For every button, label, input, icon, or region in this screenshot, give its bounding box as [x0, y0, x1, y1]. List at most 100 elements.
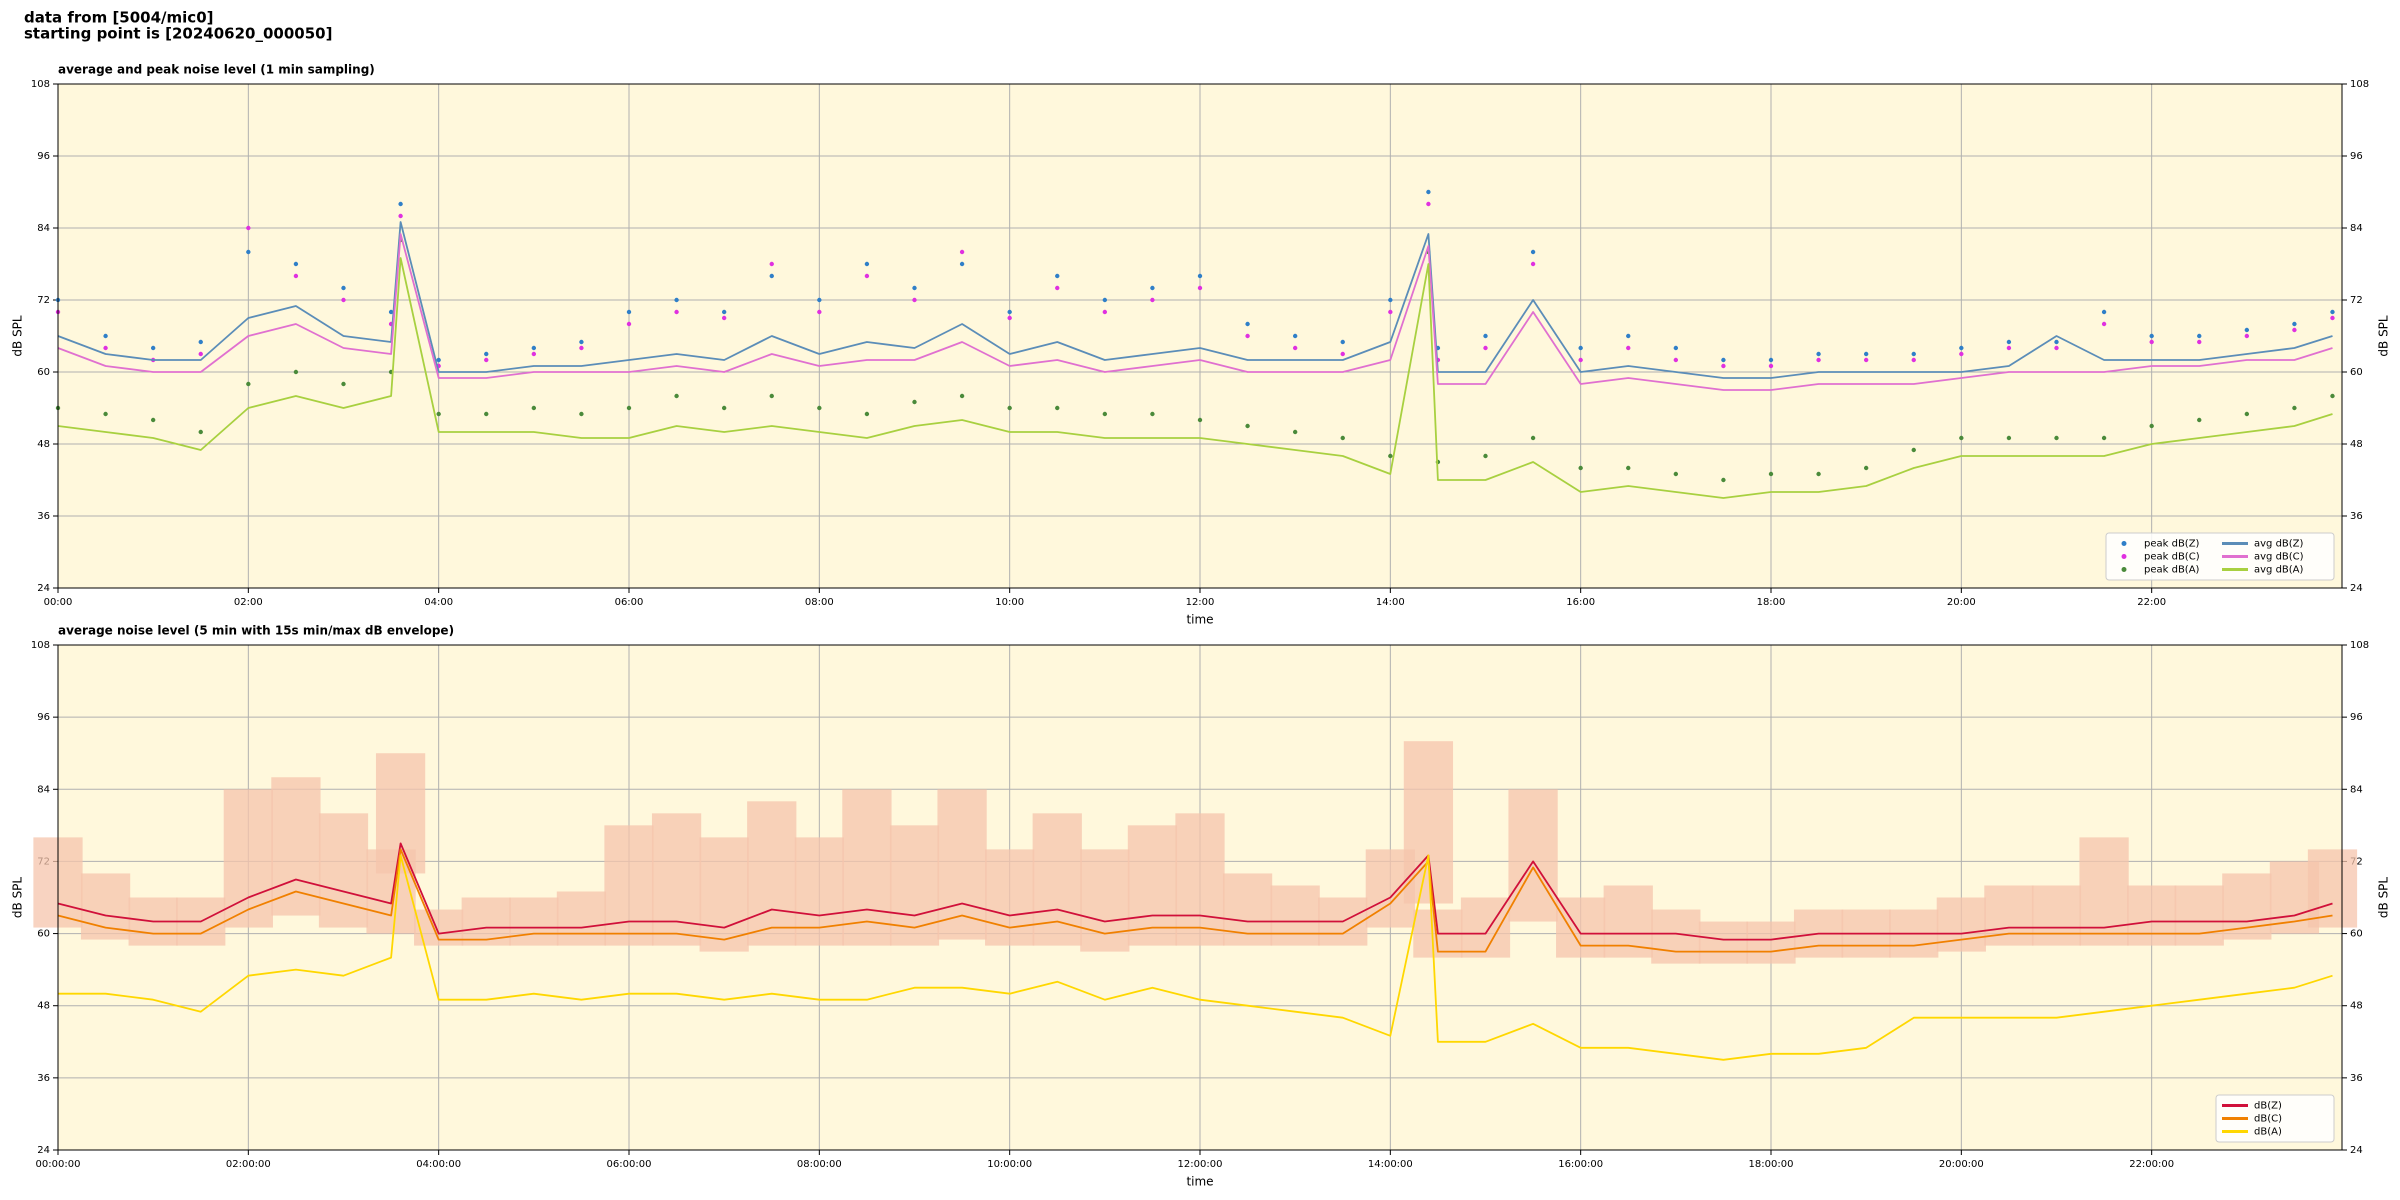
header-start: starting point is [20240620_000050]	[24, 25, 332, 43]
peak-point	[2244, 333, 2250, 339]
peak-point	[2101, 435, 2107, 441]
peak-point	[1530, 249, 1536, 255]
plot-frame	[57, 644, 2343, 1151]
peak-point	[1197, 273, 1203, 279]
envelope-band	[1175, 813, 1225, 946]
subplot-title: average and peak noise level (1 min samp…	[58, 63, 375, 77]
peak-point	[1816, 351, 1821, 357]
peak-point	[1626, 333, 1631, 339]
peak-point	[1816, 471, 1821, 477]
legend-label: peak dB(A)	[2144, 565, 2200, 576]
peak-point	[103, 345, 108, 351]
header-source: data from [5004/mic0]	[24, 9, 214, 27]
peak-point	[1426, 201, 1431, 207]
peak-point	[1102, 411, 1108, 417]
peak-point	[2006, 435, 2012, 441]
peak-point	[1530, 261, 1536, 267]
x-tick-label: 12:00:00	[1178, 1159, 1223, 1170]
peak-point	[817, 297, 822, 303]
x-tick-label: 14:00	[1376, 597, 1405, 608]
peak-point	[150, 417, 156, 423]
peak-point	[1055, 405, 1060, 411]
peak-point	[1197, 417, 1203, 423]
envelope-band	[1222, 873, 1273, 946]
legend-label: peak dB(Z)	[2144, 539, 2200, 550]
y-tick-label: 72	[37, 295, 50, 306]
peak-point	[531, 345, 537, 351]
peak-point	[1483, 453, 1488, 459]
x-tick-label: 12:00	[1186, 597, 1215, 608]
legend-marker	[2121, 554, 2127, 559]
envelope-band	[1403, 741, 1454, 904]
peak-point	[1055, 273, 1060, 279]
y-axis-label-right: dB SPL	[2377, 877, 2391, 919]
envelope-band	[271, 777, 321, 916]
peak-point	[674, 309, 679, 315]
peak-point	[436, 357, 441, 363]
legend-label: avg dB(C)	[2254, 552, 2304, 563]
peak-point	[398, 213, 403, 219]
peak-point	[1911, 447, 1916, 453]
y-tick-label: 36	[37, 511, 50, 522]
envelope-band	[1270, 885, 1320, 946]
peak-point	[1007, 309, 1012, 315]
peak-point	[1007, 405, 1012, 411]
y-tick-label: 108	[31, 79, 50, 90]
x-tick-label: 10:00	[995, 597, 1024, 608]
peak-point	[1007, 315, 1012, 321]
y-tick-label-right: 84	[2350, 784, 2363, 795]
y-tick-label-right: 36	[2350, 511, 2363, 522]
peak-point	[1626, 345, 1631, 351]
peak-point	[531, 351, 537, 357]
peak-point	[1340, 351, 1345, 357]
x-tick-label: 04:00:00	[416, 1159, 461, 1170]
peak-point	[864, 273, 870, 279]
peak-point	[1245, 321, 1250, 327]
peak-point	[246, 249, 251, 255]
peak-point	[1578, 345, 1583, 351]
envelope-band	[2079, 837, 2129, 946]
peak-point	[1959, 345, 1964, 351]
y-tick-label: 36	[37, 1073, 50, 1084]
peak-point	[1673, 345, 1679, 351]
envelope-band	[2127, 885, 2177, 946]
peak-point	[198, 351, 203, 357]
peak-point	[769, 393, 774, 399]
peak-point	[484, 357, 489, 363]
y-tick-label: 96	[37, 151, 50, 162]
subplot: average noise level (5 min with 15s min/…	[11, 624, 2391, 1189]
peak-point	[1768, 363, 1774, 369]
x-tick-label: 04:00	[424, 597, 453, 608]
peak-point	[293, 369, 299, 375]
x-tick-label: 22:00:00	[2129, 1159, 2174, 1170]
peak-point	[2054, 435, 2059, 441]
peak-point	[198, 339, 203, 345]
peak-point	[1483, 345, 1488, 351]
legend-label: avg dB(Z)	[2254, 539, 2304, 550]
y-tick-label-right: 24	[2350, 1145, 2363, 1156]
envelope-band	[2307, 849, 2358, 928]
peak-point	[388, 309, 394, 315]
envelope-band	[509, 897, 559, 946]
peak-point	[1388, 309, 1393, 315]
x-tick-label: 06:00:00	[607, 1159, 652, 1170]
peak-point	[1102, 309, 1108, 315]
peak-point	[1055, 285, 1060, 291]
y-tick-label-right: 96	[2350, 712, 2363, 723]
legend-box	[2105, 532, 2335, 581]
envelope-band	[2174, 885, 2224, 946]
x-tick-label: 00:00	[44, 597, 73, 608]
peak-point	[1673, 471, 1679, 477]
peak-point	[579, 339, 584, 345]
x-tick-label: 02:00	[234, 597, 263, 608]
peak-point	[2149, 423, 2154, 429]
peak-point	[1721, 363, 1726, 369]
peak-point	[2292, 405, 2297, 411]
y-tick-label: 84	[37, 784, 50, 795]
legend-label: avg dB(A)	[2254, 565, 2304, 576]
envelope-band	[1508, 789, 1558, 922]
envelope-band	[2031, 885, 2082, 946]
subplot: average and peak noise level (1 min samp…	[11, 63, 2391, 627]
envelope-band	[2222, 873, 2272, 940]
